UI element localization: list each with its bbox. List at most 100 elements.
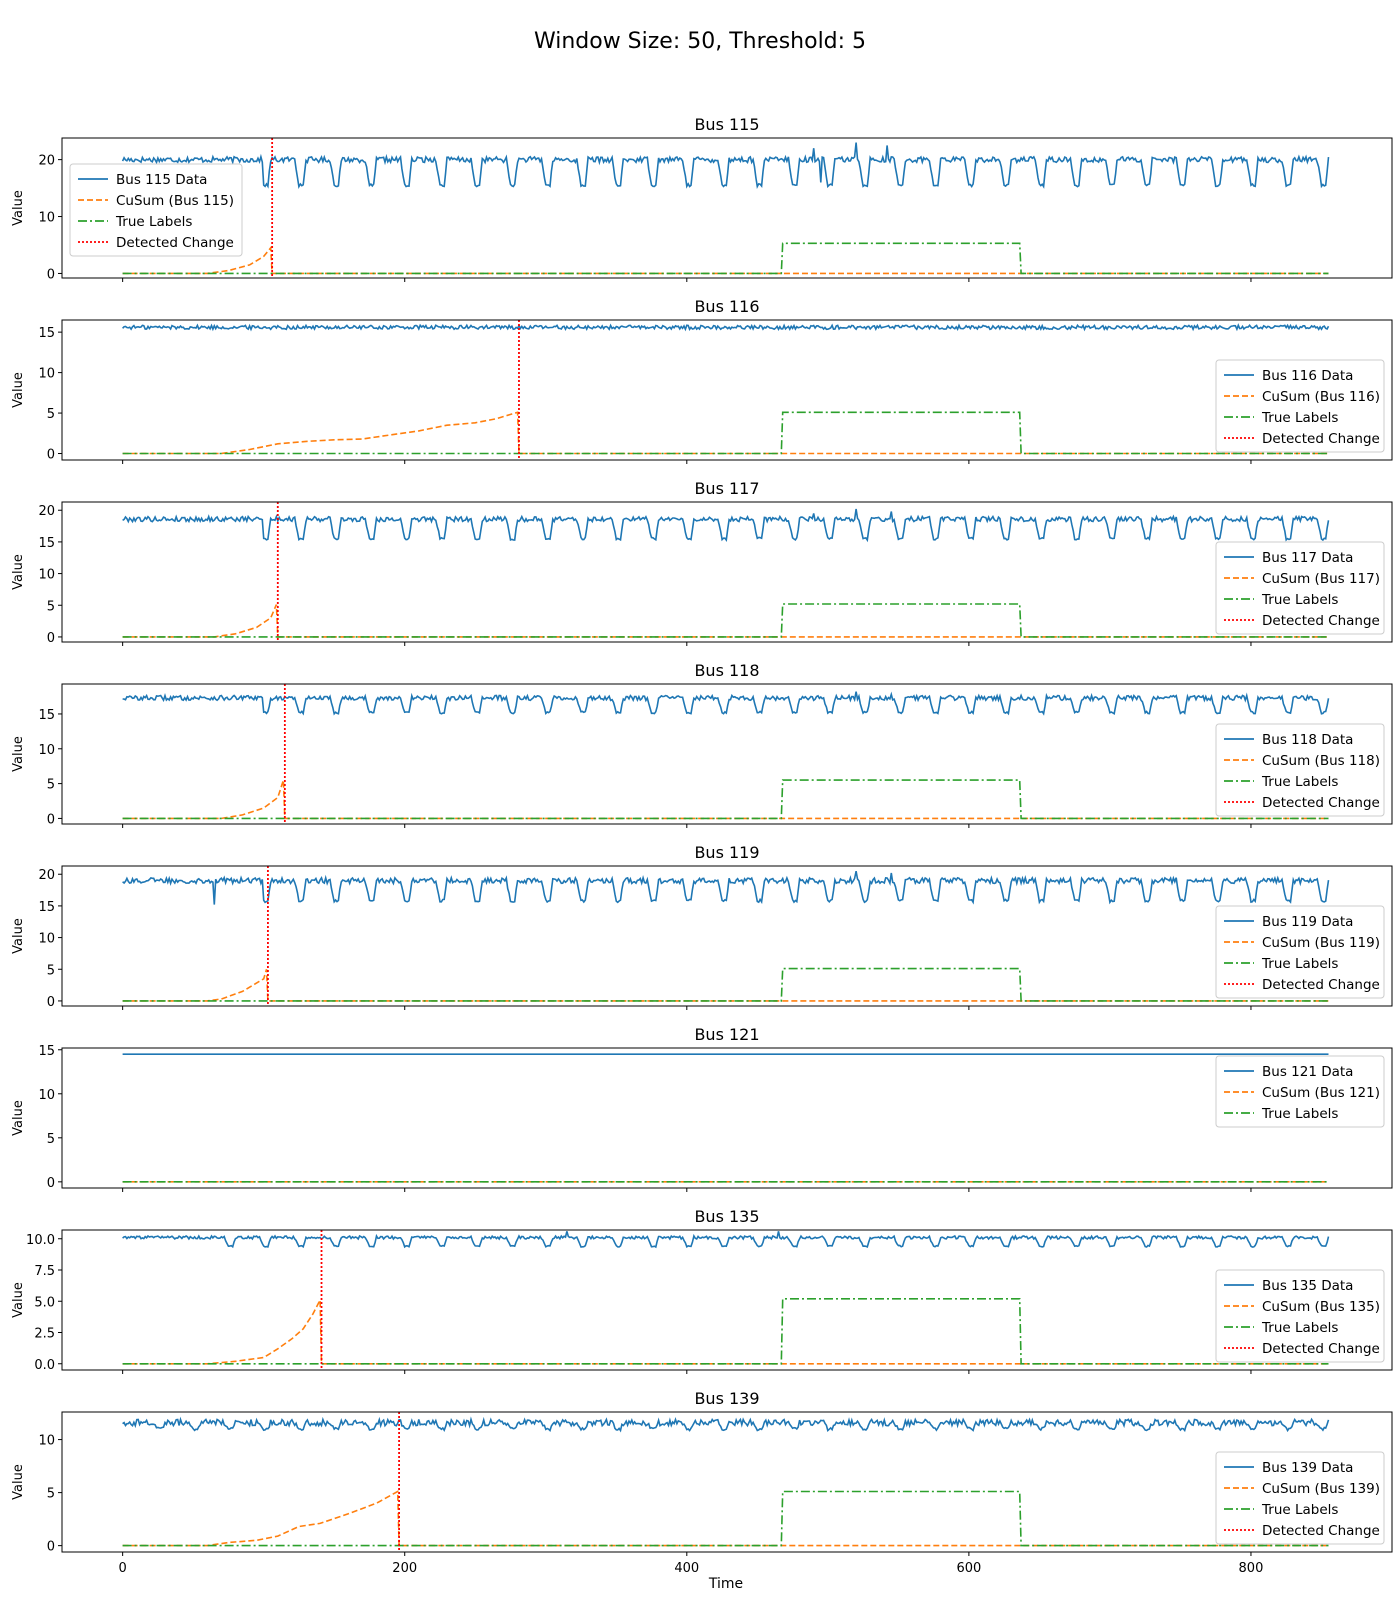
cusum-series-line [122,969,1329,1002]
y-tick-label: 0 [47,267,55,282]
legend-entry: CuSum (Bus 121) [1262,1085,1380,1101]
y-tick-label: 0 [47,1540,55,1555]
y-tick-label: 10 [38,1088,55,1103]
legend-entry: Bus 117 Data [1262,550,1353,566]
legend-entry: CuSum (Bus 115) [116,193,234,209]
y-tick-label: 5 [47,1487,55,1502]
cusum-series-line [122,245,1329,275]
y-tick-label: 10 [38,211,55,226]
true-labels-line [122,411,1329,455]
y-tick-label: 20 [38,154,55,169]
plot-lines [122,1230,1330,1370]
legend: Bus 117 Data CuSum (Bus 117) True Labels De… [1215,541,1385,635]
y-tick-label: 10 [38,1434,55,1449]
data-series-line [122,1416,1330,1433]
data-series-line [122,323,1330,332]
y-axis-label: Value [11,190,26,226]
y-tick-label: 5 [47,963,55,978]
x-tick-label: 0 [119,1561,127,1576]
y-tick-label: 10 [38,568,55,583]
legend-entry: CuSum (Bus 139) [1262,1481,1380,1497]
subplot-5: Bus 121 Value 0 5 10 15 Bus 121 Data CuSum (Bus… [11,1025,1393,1192]
subplot-frame [61,1411,1393,1553]
true-labels-line [122,1490,1329,1547]
cusum-series-line [122,779,1329,820]
subplot-frame [61,1229,1393,1371]
legend-entry: True Labels [1261,774,1338,790]
y-tick-label: 15 [38,1044,55,1059]
y-tick-label: 10 [38,932,55,947]
legend-entry: CuSum (Bus 119) [1262,935,1380,951]
y-tick-label: 0 [47,995,55,1010]
subplot-0: Bus 115 Value 0 10 20 Bus 115 Data CuSum (Bus … [11,115,1393,282]
legend-box [1215,905,1385,999]
legend-entry: True Labels [1261,1106,1338,1122]
subplot-frame [61,137,1393,279]
subplot-frame [61,865,1393,1007]
subplot-panels: Bus 115 Value 0 10 20 Bus 115 Data CuSum (Bus … [11,115,1393,1576]
figure-suptitle: Window Size: 50, Threshold: 5 [534,29,866,54]
y-axis-label: Value [11,1282,26,1318]
x-tick-label: 600 [956,1561,981,1576]
legend: Bus 118 Data CuSum (Bus 118) True Labels De… [1215,723,1385,817]
legend-entry: Bus 119 Data [1262,914,1353,930]
y-tick-label: 20 [38,868,55,883]
legend-entry: CuSum (Bus 118) [1262,753,1380,769]
data-series-line [122,508,1330,543]
subplot-2: Bus 117 Value 0 5 10 15 20 Bus 117 Data CuSum (B… [11,479,1393,646]
y-tick-label: 20 [38,504,55,519]
y-tick-label: 5 [47,599,55,614]
legend-entry: Detected Change [1262,1523,1380,1539]
legend: Bus 115 Data CuSum (Bus 115) True Labels De… [69,163,243,257]
data-series-line [122,691,1330,716]
subplot-1: Bus 116 Value 0 5 10 15 Bus 116 Data CuSum (Bus… [11,297,1393,464]
y-axis-label: Value [11,918,26,954]
y-tick-label: 10.0 [26,1233,55,1248]
legend-entry: True Labels [1261,410,1338,426]
legend-entry: Detected Change [1262,431,1380,447]
subplot-frame [61,683,1393,825]
legend-entry: True Labels [1261,956,1338,972]
y-tick-label: 7.5 [34,1264,55,1279]
legend: Bus 116 Data CuSum (Bus 116) True Labels De… [1215,359,1385,453]
legend-entry: Detected Change [1262,613,1380,629]
legend-entry: Bus 118 Data [1262,732,1353,748]
legend-box [69,163,243,257]
subplot-title: Bus 118 [694,661,759,680]
legend-box [1215,359,1385,453]
subplot-frame [61,501,1393,643]
legend-entry: Detected Change [1262,1341,1380,1357]
y-tick-label: 0 [47,631,55,646]
y-axis-label: Value [11,1100,26,1136]
plot-lines [122,502,1330,642]
y-tick-label: 10 [38,367,55,382]
plot-lines [122,320,1330,460]
data-series-line [122,1231,1330,1249]
true-labels-line [122,242,1329,275]
x-axis-label: Time [708,1576,743,1592]
legend-entry: True Labels [1261,1502,1338,1518]
legend-box [1215,1451,1385,1545]
legend-entry: True Labels [115,214,192,230]
y-tick-label: 15 [38,326,55,341]
y-axis-label: Value [11,736,26,772]
subplot-frame [61,1047,1393,1189]
subplot-title: Bus 139 [694,1389,759,1408]
y-axis-label: Value [11,1464,26,1500]
x-tick-label: 200 [392,1561,417,1576]
legend: Bus 135 Data CuSum (Bus 135) True Labels De… [1215,1269,1385,1363]
subplot-title: Bus 115 [694,115,759,134]
subplot-title: Bus 121 [694,1025,759,1044]
legend-entry: CuSum (Bus 117) [1262,571,1380,587]
y-tick-label: 10 [38,743,55,758]
legend: Bus 119 Data CuSum (Bus 119) True Labels De… [1215,905,1385,999]
subplot-title: Bus 119 [694,843,759,862]
y-tick-label: 15 [38,536,55,551]
subplot-7: Bus 139 Value 0 5 10 0 200 400 600 800 Bus 139 Dat… [11,1389,1393,1576]
data-series-line [122,870,1330,905]
legend-box [1215,1269,1385,1363]
true-labels-line [122,967,1329,1002]
legend-entry: Bus 115 Data [116,172,207,188]
true-labels-line [122,1298,1329,1365]
